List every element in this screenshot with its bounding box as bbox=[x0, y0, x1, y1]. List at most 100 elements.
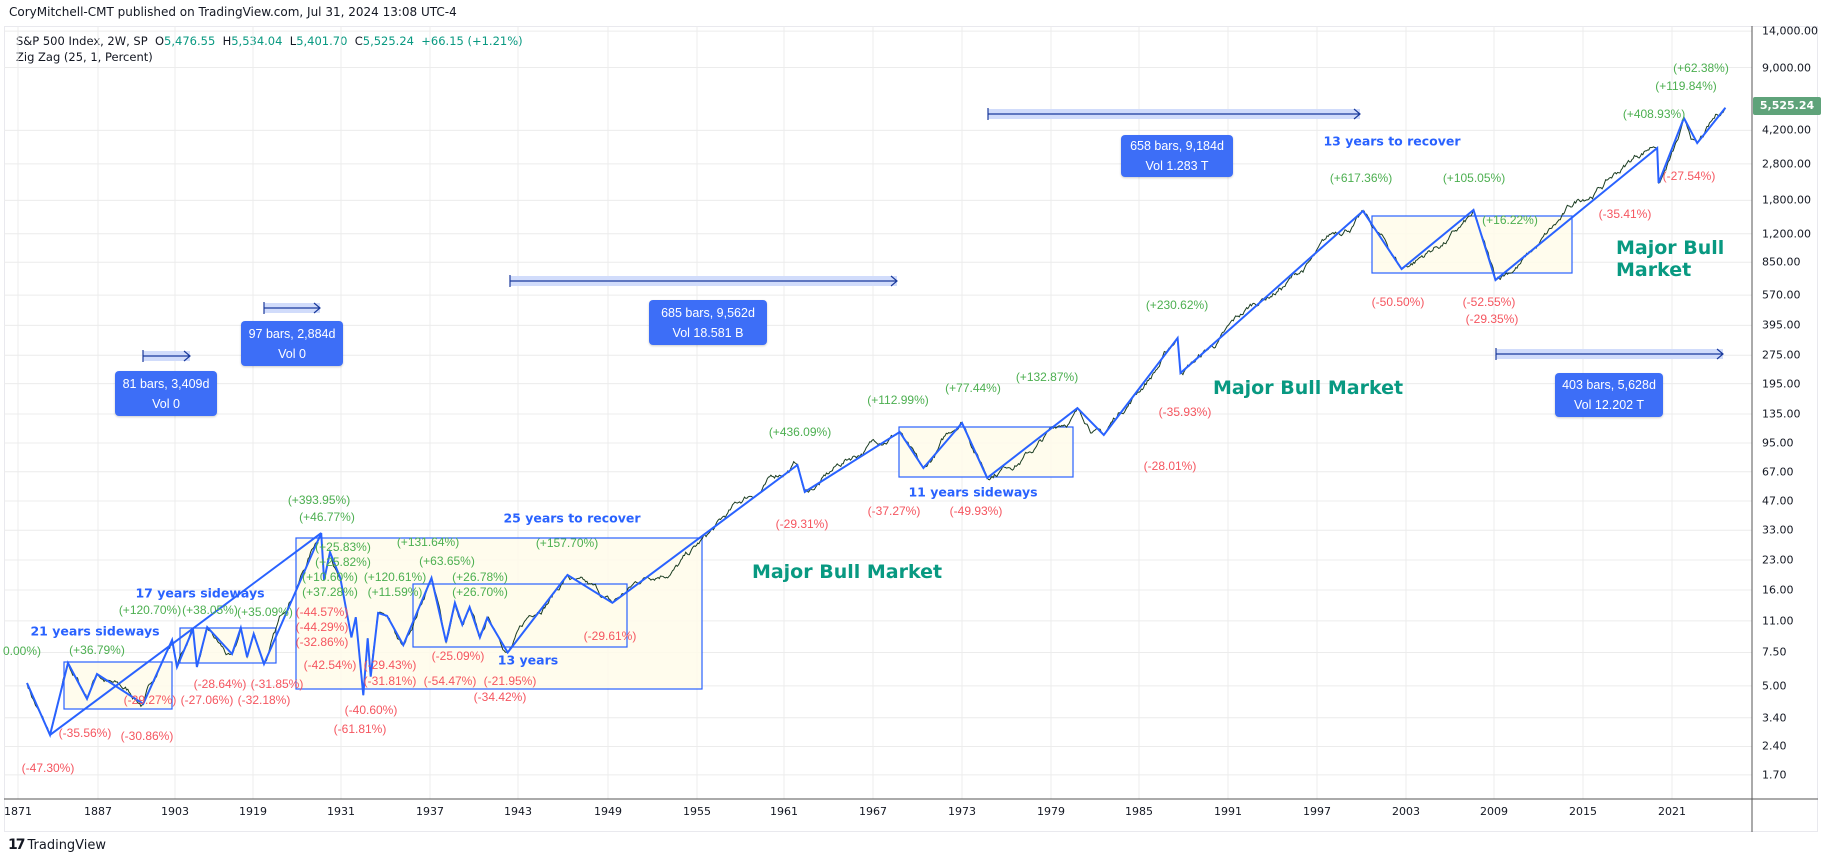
measure-info-box[interactable]: 97 bars, 2,884d Vol 0 bbox=[241, 321, 343, 366]
zigzag-gain-label: (+62.38%) bbox=[1673, 61, 1729, 75]
zigzag-gain-label: (+10.60%) bbox=[302, 570, 358, 584]
open-value: 5,476.55 bbox=[164, 34, 216, 48]
arrow-right-icon bbox=[313, 302, 321, 314]
x-tick-label: 1979 bbox=[1037, 805, 1065, 818]
zigzag-loss-label: (-25.09%) bbox=[431, 649, 485, 663]
annotation-text[interactable]: 13 years bbox=[497, 652, 559, 668]
zigzag-gain-label: (+132.87%) bbox=[1015, 370, 1079, 384]
zigzag-loss-label: (-28.01%) bbox=[1143, 459, 1197, 473]
x-tick-label: 2009 bbox=[1480, 805, 1508, 818]
y-tick-label: 2.40 bbox=[1762, 739, 1787, 753]
open-label: O bbox=[154, 34, 165, 48]
x-tick-label: 1991 bbox=[1214, 805, 1242, 818]
tradingview-logo-icon: 17 bbox=[8, 837, 26, 853]
zigzag-gain-label: (+26.70%) bbox=[452, 585, 508, 599]
y-tick-label: 4,200.00 bbox=[1762, 123, 1811, 137]
zigzag-gain-label: (+16.22%) bbox=[1482, 213, 1538, 227]
measure-info-box[interactable]: 81 bars, 3,409d Vol 0 bbox=[115, 371, 217, 416]
x-tick-label: 1919 bbox=[239, 805, 267, 818]
zigzag-loss-label: (-37.27%) bbox=[867, 504, 921, 518]
price-line bbox=[26, 107, 1726, 737]
indicator-legend[interactable]: Zig Zag (25, 1, Percent) bbox=[16, 50, 153, 64]
measure-line2: Vol 0 bbox=[152, 396, 180, 411]
zigzag-loss-label: (-31.81%) bbox=[363, 674, 417, 688]
high-value: 5,534.04 bbox=[231, 34, 283, 48]
annotation-text[interactable]: 13 years to recover bbox=[1323, 133, 1461, 149]
zigzag-loss-label: (-35.41%) bbox=[1598, 207, 1652, 221]
zigzag-loss-label: (-61.81%) bbox=[333, 722, 387, 736]
ohlc-legend: S&P 500 Index, 2W, SP O5,476.55 H5,534.0… bbox=[16, 34, 523, 48]
y-tick-label: 850.00 bbox=[1762, 255, 1801, 269]
measure-info-box[interactable]: 685 bars, 9,562d Vol 18.581 B bbox=[649, 300, 767, 345]
arrow-right-icon bbox=[890, 275, 898, 287]
zigzag-loss-label: (-52.55%) bbox=[1462, 295, 1516, 309]
annotation-text[interactable]: 17 years sideways bbox=[135, 585, 265, 601]
measure-info-box[interactable]: 403 bars, 5,628d Vol 12.202 T bbox=[1555, 373, 1663, 417]
x-tick-label: 1985 bbox=[1125, 805, 1153, 818]
y-tick-label: 95.00 bbox=[1762, 436, 1794, 450]
brand[interactable]: 17 TradingView bbox=[8, 837, 106, 853]
zigzag-gain-label: (+230.62%) bbox=[1145, 298, 1209, 312]
annotation-text[interactable]: 25 years to recover bbox=[503, 510, 641, 526]
zigzag-loss-label: (-29.43%) bbox=[363, 658, 417, 672]
brand-name: TradingView bbox=[27, 837, 107, 853]
zigzag-loss-label: (-44.57%) bbox=[295, 605, 349, 619]
last-price-tag: 5,525.24 bbox=[1753, 97, 1821, 115]
low-label: L bbox=[289, 34, 297, 48]
bull-market-text[interactable]: Major Bull Market bbox=[751, 561, 943, 583]
y-tick-label: 275.00 bbox=[1762, 348, 1801, 362]
zigzag-loss-label: (-29.27%) bbox=[123, 693, 177, 707]
measure-line1: 658 bars, 9,184d bbox=[1130, 139, 1224, 153]
x-tick-label: 1887 bbox=[84, 805, 112, 818]
zigzag-loss-label: (-29.35%) bbox=[1465, 312, 1519, 326]
zigzag-gain-label: (+119.84%) bbox=[1655, 79, 1717, 93]
y-tick-label: 135.00 bbox=[1762, 407, 1801, 421]
chart-frame bbox=[4, 26, 1818, 832]
measure-info-box[interactable]: 658 bars, 9,184d Vol 1.283 T bbox=[1121, 135, 1233, 177]
zigzag-loss-label: (-49.93%) bbox=[949, 504, 1003, 518]
close-label: C bbox=[354, 34, 363, 48]
zigzag-gain-label: (+105.05%) bbox=[1442, 171, 1506, 185]
range-box bbox=[898, 426, 1074, 478]
zigzag-loss-label: (-34.42%) bbox=[473, 690, 527, 704]
x-tick-label: 1997 bbox=[1303, 805, 1331, 818]
zigzag-gain-label: (+131.64%) bbox=[396, 535, 460, 549]
bull-market-text[interactable]: Major Bull Market bbox=[1616, 237, 1725, 281]
publisher-header: CoryMitchell-CMT published on TradingVie… bbox=[9, 5, 457, 19]
measure-line1: 403 bars, 5,628d bbox=[1562, 378, 1656, 392]
x-tick-label: 2021 bbox=[1658, 805, 1686, 818]
x-tick-label: 1871 bbox=[4, 805, 32, 818]
y-tick-label: 1.70 bbox=[1762, 768, 1787, 782]
x-tick-label: 1903 bbox=[161, 805, 189, 818]
zigzag-line bbox=[26, 107, 1727, 738]
y-tick-label: 5.00 bbox=[1762, 679, 1787, 693]
zigzag-loss-label: (-40.60%) bbox=[344, 703, 398, 717]
bull-market-text[interactable]: Major Bull Market bbox=[1212, 377, 1404, 399]
annotation-text[interactable]: 21 years sideways bbox=[30, 623, 160, 639]
close-value: 5,525.24 bbox=[362, 34, 414, 48]
y-tick-label: 1,800.00 bbox=[1762, 193, 1811, 207]
low-value: 5,401.70 bbox=[296, 34, 348, 48]
y-tick-label: 570.00 bbox=[1762, 288, 1801, 302]
y-tick-label: 47.00 bbox=[1762, 494, 1794, 508]
zigzag-loss-label: (-54.47%) bbox=[423, 674, 477, 688]
arrow-right-icon bbox=[1353, 108, 1361, 120]
zigzag-loss-label: (-29.31%) bbox=[775, 517, 829, 531]
measure-line1: 81 bars, 3,409d bbox=[122, 376, 210, 391]
annotation-text[interactable]: 11 years sideways bbox=[908, 484, 1038, 500]
zigzag-gain-label: (+120.70%) bbox=[118, 603, 182, 617]
y-tick-label: 395.00 bbox=[1762, 318, 1801, 332]
zigzag-gain-label: (+77.44%) bbox=[945, 381, 1001, 395]
symbol-label[interactable]: S&P 500 Index, 2W, SP bbox=[16, 34, 148, 48]
zigzag-loss-label: (-35.56%) bbox=[58, 726, 112, 740]
x-tick-label: 1943 bbox=[504, 805, 532, 818]
zigzag-gain-label: (+26.78%) bbox=[452, 570, 508, 584]
y-tick-label: 2,800.00 bbox=[1762, 157, 1811, 171]
zigzag-gain-label: (+408.93%) bbox=[1622, 107, 1686, 121]
zigzag-gain-label: (+157.70%) bbox=[535, 536, 599, 550]
y-tick-label: 11.00 bbox=[1762, 614, 1794, 628]
zigzag-gain-label: (+436.09%) bbox=[768, 425, 832, 439]
zigzag-loss-label: (-30.86%) bbox=[120, 729, 174, 743]
x-tick-label: 2015 bbox=[1569, 805, 1597, 818]
